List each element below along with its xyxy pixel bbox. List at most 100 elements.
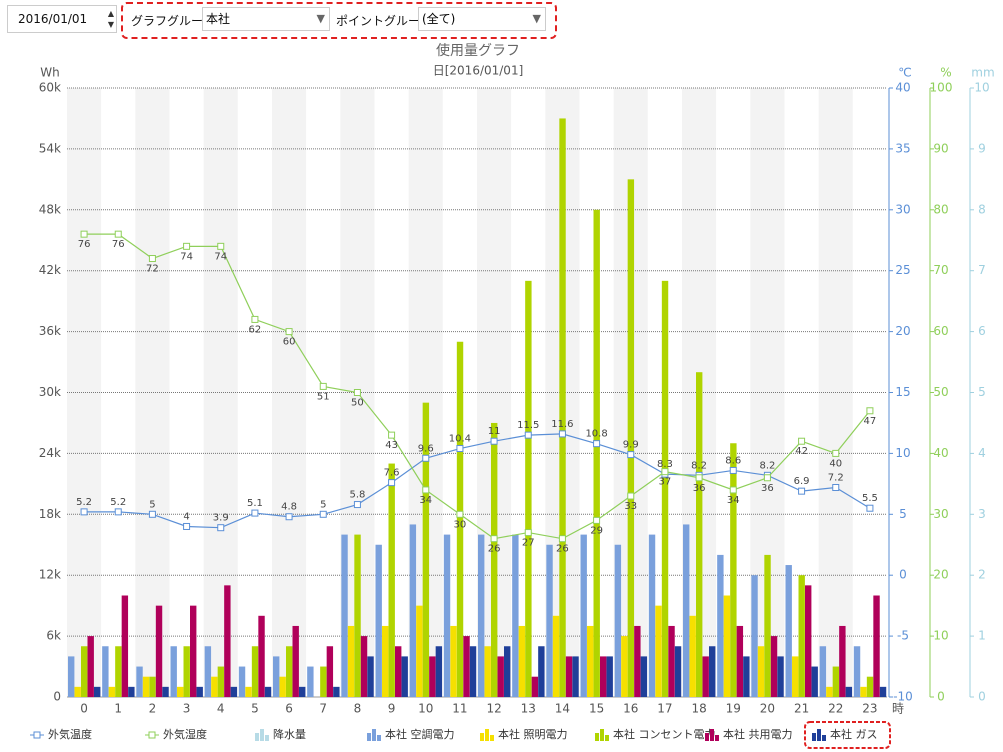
line-marker	[832, 449, 840, 457]
date-input[interactable]: 2016/01/01 ▲ ▼	[7, 5, 117, 33]
bar	[580, 534, 587, 697]
bar	[307, 666, 314, 697]
bar	[456, 341, 464, 697]
dropdown-arrow: ▼	[532, 12, 541, 25]
bar	[230, 686, 238, 697]
legend-swatch	[377, 735, 381, 741]
line-marker	[114, 508, 122, 516]
y-unit-label: Wh	[40, 66, 59, 80]
bar	[860, 686, 867, 697]
line-marker	[319, 510, 327, 518]
line-marker	[183, 522, 191, 530]
line-marker	[422, 486, 430, 494]
bar	[326, 646, 334, 697]
data-label: 40	[829, 458, 842, 469]
y-tick-label: 0	[53, 690, 61, 704]
bar	[299, 686, 306, 697]
bar	[798, 575, 805, 697]
legend-swatch	[480, 733, 484, 741]
point-group-label: ポイントグループ:	[336, 14, 436, 28]
data-label: 30	[454, 519, 467, 530]
x-tick-label: 19	[726, 702, 741, 716]
bar	[333, 686, 340, 697]
bar	[587, 625, 594, 697]
bar	[279, 676, 286, 697]
data-label: 74	[180, 251, 193, 262]
bar	[845, 686, 853, 697]
bar	[435, 646, 443, 697]
legend-label: 外気温度	[48, 727, 92, 741]
data-label: 47	[864, 416, 877, 427]
x-tick-label: 9	[388, 702, 396, 716]
bar	[382, 625, 389, 697]
point-group-select[interactable]: (全て) ▼	[418, 7, 546, 31]
bar	[443, 534, 451, 697]
y-tick-label: 6k	[46, 629, 61, 643]
line-marker	[661, 468, 669, 476]
y2-tick-label: 15	[895, 385, 910, 399]
data-label: 34	[727, 495, 740, 506]
x-tick-label: 3	[183, 702, 191, 716]
bar	[155, 605, 163, 697]
y4-tick-label: 4	[978, 446, 986, 460]
y4-tick-label: 9	[978, 141, 986, 155]
legend-item[interactable]: 降水量	[255, 727, 306, 741]
bar	[723, 595, 731, 697]
data-label: 50	[351, 398, 364, 409]
legend-item[interactable]: 本社 空調電力	[367, 727, 455, 741]
legend-item[interactable]: 本社 コンセント電力	[595, 727, 716, 741]
data-label: 72	[146, 264, 159, 275]
legend-item[interactable]: 本社 照明電力	[480, 727, 568, 741]
data-label: 3.9	[213, 513, 229, 524]
legend-item[interactable]: 本社 ガス	[812, 727, 878, 741]
y4-tick-label: 2	[978, 568, 986, 582]
y2-tick-label: 30	[895, 202, 910, 216]
y2-unit-label: ℃	[898, 66, 911, 80]
data-label: 37	[659, 477, 672, 488]
bar	[128, 686, 135, 697]
y-tick-label: 60k	[39, 81, 61, 95]
bar	[258, 615, 265, 697]
bar	[538, 646, 545, 697]
legend-item[interactable]: 本社 共用電力	[705, 727, 793, 741]
y2-tick-label: -5	[897, 629, 909, 643]
date-spinner[interactable]: ▲ ▼	[107, 9, 114, 29]
band-stripe	[101, 88, 136, 697]
graph-group-select[interactable]: 本社 ▼	[202, 7, 330, 31]
y3-unit-label: %	[940, 66, 951, 80]
data-label: 5	[320, 499, 326, 510]
bar	[87, 636, 94, 697]
x-tick-label: 7	[319, 702, 327, 716]
bar	[764, 554, 771, 697]
line-marker	[832, 484, 840, 492]
data-label: 4.8	[281, 502, 297, 513]
legend-item[interactable]: 外気温度	[30, 727, 92, 741]
bar	[409, 524, 417, 697]
x-tick-label: 21	[794, 702, 809, 716]
bar	[401, 656, 408, 697]
bar	[484, 646, 491, 697]
bar	[696, 372, 703, 697]
bar	[416, 605, 423, 697]
x-tick-label: 15	[589, 702, 604, 716]
line-marker	[593, 440, 601, 448]
bar	[450, 625, 457, 697]
line-marker	[217, 524, 225, 532]
x-tick-label: 11	[452, 702, 467, 716]
x-tick-label: 4	[217, 702, 225, 716]
y-tick-label: 36k	[39, 324, 61, 338]
y2-tick-label: -10	[893, 690, 913, 704]
data-label: 9.9	[623, 440, 639, 451]
bar	[832, 666, 840, 697]
line-marker	[422, 454, 430, 462]
y4-tick-label: 3	[978, 507, 986, 521]
y4-tick-label: 8	[978, 202, 986, 216]
data-label: 7.6	[384, 468, 400, 479]
bar	[614, 544, 622, 697]
bar	[777, 656, 784, 697]
bar	[422, 402, 430, 697]
data-label: 11.6	[551, 419, 573, 430]
data-label: 7.2	[828, 473, 844, 484]
legend-item[interactable]: 外気湿度	[145, 727, 207, 741]
